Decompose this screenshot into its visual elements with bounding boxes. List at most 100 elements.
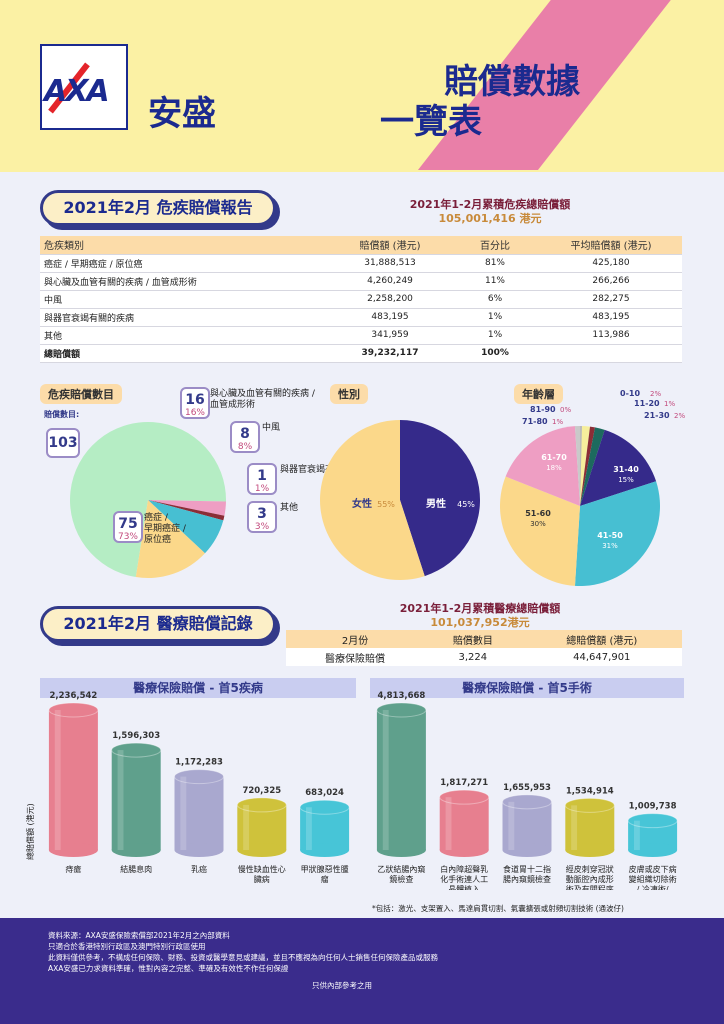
page-title-line2: 一覽表 bbox=[380, 102, 482, 142]
label-badge bbox=[113, 511, 143, 543]
bar-category-label: 臟病 bbox=[254, 874, 270, 884]
pie-slice-age bbox=[580, 429, 657, 506]
label-badge bbox=[230, 421, 260, 453]
table-row: 與心臟及血管有關的疾病 / 血管成形術 4,260,249 11% 266,266 bbox=[40, 272, 682, 290]
bar-bottom bbox=[48, 843, 98, 857]
cell: 總賠償額 bbox=[40, 344, 330, 362]
table-row: 中風 2,258,200 6% 282,275 bbox=[40, 290, 682, 308]
cell: 100% bbox=[450, 344, 540, 362]
age-slice-pct: 18% bbox=[546, 464, 562, 472]
bar-bottom bbox=[376, 843, 426, 857]
pie-slice-count bbox=[148, 500, 226, 516]
pie-slice-count bbox=[148, 500, 224, 554]
bar-category-label: 痔瘡 bbox=[65, 864, 81, 874]
bar-shine bbox=[633, 820, 640, 850]
cell: 與器官衰竭有關的疾病 bbox=[40, 308, 330, 326]
label-badge bbox=[247, 463, 277, 495]
bar-top bbox=[564, 797, 615, 813]
bar-value-label: 1,655,953 bbox=[503, 783, 551, 793]
cell: 2,258,200 bbox=[330, 290, 450, 308]
table-total-row: 總賠償額 39,232,117 100% bbox=[40, 344, 682, 362]
pie-slice-age bbox=[574, 426, 580, 506]
gender-male-pct: 45% bbox=[457, 500, 475, 509]
diseases-chart-title: 醫療保險賠償 - 首5疾病 bbox=[40, 678, 356, 698]
bar-value-label: 4,813,668 bbox=[377, 691, 425, 701]
slice-name: 其他 bbox=[280, 501, 298, 513]
cell: 中風 bbox=[40, 290, 330, 308]
bar-body bbox=[174, 776, 224, 850]
bar-value-label: 1,009,738 bbox=[629, 802, 677, 812]
slice-count-value: 3 bbox=[257, 506, 267, 522]
cell bbox=[540, 344, 682, 362]
bar-shine bbox=[508, 801, 515, 850]
slice-count-value: 8 bbox=[240, 426, 250, 442]
pie-slice-age bbox=[499, 476, 580, 586]
pie-slice-gender bbox=[319, 420, 425, 580]
cell: 4,260,249 bbox=[330, 272, 450, 290]
disease-bar bbox=[111, 742, 162, 857]
pie-slice-count bbox=[69, 422, 226, 578]
bar-category-label: 食道胃十二指 bbox=[503, 864, 551, 874]
bar-value-label: 1,534,914 bbox=[566, 786, 614, 796]
bar-charts: 2,236,542 痔瘡 1,596,303 結腸息肉 1,172,283 乳癌 720,3… bbox=[48, 691, 678, 890]
slice-name: 與心臟及血管有關的疾病 / bbox=[210, 387, 316, 399]
bar-category-label: 甲狀腺惡性腫 bbox=[301, 864, 349, 874]
footer-line: 只適合於香港特別行政區及澳門特別行政區使用 bbox=[48, 942, 206, 951]
age-outside-name: 0-10 bbox=[620, 389, 640, 398]
bar-category-label: 動脈腔內成形 bbox=[566, 874, 614, 884]
cell: 31,888,513 bbox=[330, 254, 450, 272]
pie-slice-age bbox=[574, 481, 660, 586]
bar-bottom bbox=[565, 843, 615, 857]
pie-slice-count bbox=[148, 500, 225, 521]
disease-bar bbox=[299, 799, 350, 857]
bar-body bbox=[48, 710, 98, 850]
slice-count-value: 1 bbox=[257, 468, 267, 484]
surgery-bar bbox=[564, 797, 615, 857]
age-outside-pct: 0% bbox=[560, 406, 571, 414]
bar-shine bbox=[382, 710, 389, 850]
col-header: 賠償數目 bbox=[424, 630, 522, 648]
disease-bar bbox=[174, 769, 224, 857]
col-header: 百分比 bbox=[450, 236, 540, 254]
bar-category-label: 瘤 bbox=[321, 874, 329, 884]
cell: 425,180 bbox=[540, 254, 682, 272]
gender-female-label: 女性 bbox=[352, 497, 372, 510]
surgery-bar bbox=[376, 702, 427, 857]
bar-category-label: 乳癌 bbox=[191, 864, 207, 874]
gender-male-label: 男性 bbox=[426, 497, 446, 510]
bar-value-label: 1,596,303 bbox=[112, 731, 160, 741]
disease-bar bbox=[48, 702, 99, 857]
bar-bottom bbox=[628, 843, 678, 857]
bar-shine bbox=[243, 804, 250, 850]
cell: 11% bbox=[450, 272, 540, 290]
bar-category-label: 慢性缺血性心 bbox=[238, 864, 286, 874]
bar-category-label: 白內障超聲乳 bbox=[440, 864, 488, 874]
pie-slice-age bbox=[580, 427, 605, 506]
cell: 113,986 bbox=[540, 326, 682, 344]
cell: 282,275 bbox=[540, 290, 682, 308]
age-slice-name: 51-60 bbox=[525, 509, 551, 518]
col-header: 總賠償額 (港元) bbox=[521, 630, 682, 648]
bar-category-label: 鏡檢查 bbox=[389, 874, 413, 884]
col-header: 賠償額 (港元) bbox=[330, 236, 450, 254]
slice-name: 血管成形術 bbox=[210, 398, 255, 410]
bar-top bbox=[502, 794, 552, 810]
pie-slice-age bbox=[580, 426, 591, 506]
bar-body bbox=[376, 710, 426, 850]
disease-bar bbox=[236, 797, 287, 857]
bar-category-label: 經皮刺穿冠狀 bbox=[566, 864, 614, 874]
footer-line: 此資料僅供參考，不構成任何保險、財務、投資或醫學意見或建議，並且不應視為向任何人… bbox=[48, 953, 438, 962]
age-slice-name: 31-40 bbox=[613, 465, 639, 474]
bar-bottom bbox=[174, 843, 224, 857]
cell: 癌症 / 早期癌症 / 原位癌 bbox=[40, 254, 330, 272]
slice-pct-value: 8% bbox=[238, 442, 253, 452]
age-outside-name: 21-30 bbox=[644, 411, 670, 420]
bar-value-label: 720,325 bbox=[242, 786, 281, 796]
age-slice-name: 61-70 bbox=[541, 453, 567, 462]
bar-body bbox=[111, 750, 161, 850]
surgery-chart-title: 醫療保險賠償 - 首5手術 bbox=[370, 678, 684, 698]
slice-name: 早期癌症 / bbox=[144, 522, 187, 534]
pie-slice-count bbox=[135, 500, 205, 578]
count-sub-label: 賠償數目: bbox=[44, 410, 80, 419]
